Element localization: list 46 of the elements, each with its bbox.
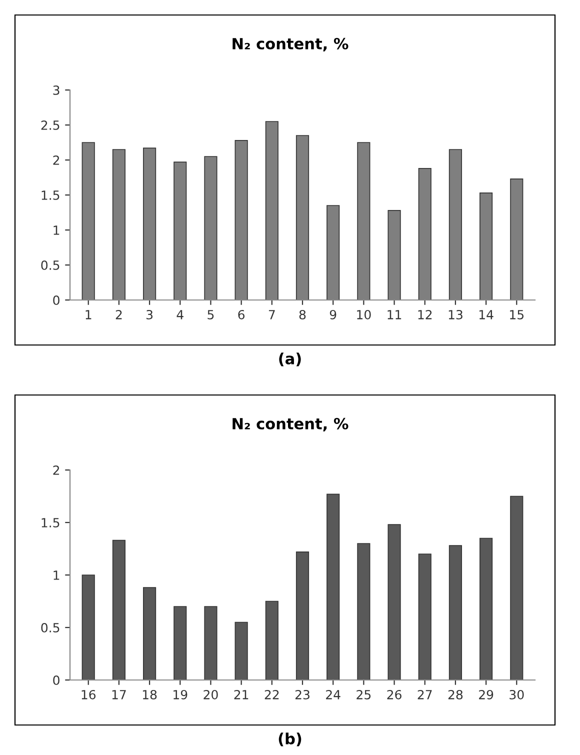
x-tick-label: 30 <box>510 690 524 700</box>
x-tick-label: 18 <box>142 690 157 700</box>
x-tick-label: 8 <box>299 310 306 320</box>
y-tick-label: 1 <box>54 570 60 580</box>
x-tick-label: 29 <box>479 690 494 700</box>
x-tick-label: 21 <box>234 690 248 700</box>
x-tick-label: 23 <box>295 690 310 700</box>
x-tick-label: 11 <box>388 310 402 320</box>
x-tick-label: 27 <box>418 690 432 700</box>
x-tick-label: 17 <box>112 690 126 700</box>
y-tick-label: 0 <box>53 675 60 685</box>
x-tick-label: 6 <box>238 310 245 320</box>
x-tick-label: 7 <box>268 310 275 320</box>
x-tick-label: 5 <box>208 310 214 320</box>
x-tick-label: 28 <box>448 690 463 700</box>
y-tick-label: 1.5 <box>42 190 60 200</box>
x-tick-label: 25 <box>356 690 371 700</box>
x-tick-label: 3 <box>146 310 153 320</box>
y-tick-label: 0 <box>53 295 60 305</box>
y-tick-label: 2 <box>53 465 60 475</box>
y-tick-label: 1 <box>54 226 60 235</box>
x-tick-label: 19 <box>174 690 188 700</box>
x-tick-label: 12 <box>418 310 432 320</box>
chart-title: N₂ content, % <box>232 418 348 432</box>
text: (b) <box>278 732 302 746</box>
y-tick-label: 2 <box>53 155 60 165</box>
y-tick-label: 2.5 <box>41 120 60 130</box>
y-tick-label: 3 <box>53 85 60 95</box>
x-tick-label: 10 <box>357 310 371 320</box>
x-tick-label: 13 <box>448 310 462 320</box>
x-tick-label: 16 <box>82 690 96 700</box>
x-tick-label: 26 <box>387 690 402 700</box>
x-tick-label: 24 <box>326 690 340 700</box>
x-tick-label: 2 <box>116 310 122 320</box>
x-tick-label: 1 <box>86 310 92 320</box>
x-tick-label: 4 <box>176 310 184 320</box>
text: (a) <box>279 352 301 366</box>
y-tick-label: 0.5 <box>41 622 60 632</box>
y-tick-label: 0.5 <box>41 260 60 270</box>
x-tick-label: 22 <box>264 690 279 700</box>
x-tick-label: 20 <box>204 690 218 700</box>
y-tick-label: 1.5 <box>42 518 60 528</box>
x-tick-label: 14 <box>479 310 494 320</box>
x-tick-label: 15 <box>510 310 524 320</box>
x-tick-label: 9 <box>330 310 336 320</box>
chart-title: N₂ content, % <box>232 38 348 52</box>
